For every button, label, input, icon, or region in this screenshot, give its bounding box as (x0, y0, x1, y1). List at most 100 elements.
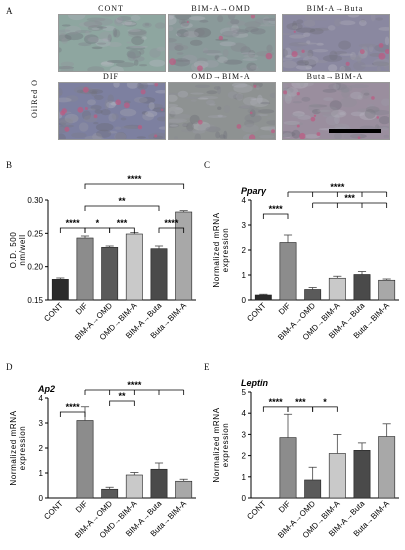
y-tick-label: 3 (39, 419, 44, 428)
y-tick-label: 1 (242, 271, 247, 280)
significance-bracket: **** (84, 380, 185, 395)
bar-0 (254, 294, 272, 301)
panel-a-letter: A (6, 6, 13, 16)
significance-label: ** (118, 391, 126, 401)
y-tick-label: 0.25 (27, 229, 43, 238)
bar-3 (125, 233, 143, 301)
category-label: DIF (74, 301, 90, 317)
significance-label: *** (344, 193, 355, 203)
bar-4 (150, 468, 168, 499)
y-axis-label: Normalized mRNAexpression (9, 410, 27, 485)
chart-title: Ap2 (37, 384, 55, 394)
significance-label: **** (127, 174, 142, 184)
bar-0 (51, 279, 69, 301)
significance-bracket: **** (158, 218, 185, 233)
category-label: CONT (245, 301, 267, 323)
significance-bracket: *** (287, 397, 314, 412)
category-label: DIF (74, 499, 90, 515)
category-label: DIF (277, 301, 293, 317)
chart-e: Leptin Normalized mRNAexpression 0 1 2 3 4 5 CON… (212, 378, 399, 540)
bar-3 (125, 474, 143, 499)
significance-label: **** (330, 182, 345, 192)
significance-bracket: *** (312, 193, 388, 208)
y-tick-label: 2 (242, 246, 247, 255)
panel-b-letter: B (6, 160, 13, 170)
micro-title-2: BIM-A→OMD (191, 4, 251, 13)
bar-5 (175, 480, 193, 499)
significance-bracket: **** (59, 218, 86, 233)
significance-label: *** (117, 218, 128, 228)
panel-e-letter: E (204, 362, 210, 372)
y-tick-label: 3 (242, 221, 247, 230)
bar-1 (76, 420, 94, 499)
y-tick-label: 0.20 (27, 263, 43, 272)
y-tick-label: 0.30 (27, 196, 43, 205)
micrograph-cont (58, 14, 166, 72)
y-tick-label: 1 (39, 469, 44, 478)
chart-title: Pparγ (241, 186, 267, 196)
y-tick-label: 2 (39, 444, 44, 453)
y-axis-label: Normalized mRNAexpression (212, 407, 230, 482)
y-tick-label: 0.15 (27, 296, 43, 305)
significance-label: * (96, 218, 100, 228)
significance-label: **** (66, 218, 81, 228)
bar-4 (150, 248, 168, 301)
micrograph-dif (58, 82, 166, 140)
significance-label: **** (127, 380, 142, 390)
y-tick-label: 4 (39, 394, 44, 403)
bar-2 (101, 488, 119, 499)
panel-d-letter: D (6, 362, 13, 372)
y-tick-label: 2 (242, 452, 247, 461)
chart-d: Ap2 Normalized mRNAexpression 0 1 2 3 4 CONT DIF… (9, 380, 196, 540)
micrograph-buta-bima (282, 82, 390, 140)
micro-title-6: Buta→BIM-A (306, 72, 364, 81)
bar-4 (353, 274, 371, 301)
significance-bracket: * (312, 397, 338, 412)
bar-3 (328, 453, 346, 499)
micrograph-omd-bima (168, 82, 276, 140)
micrograph-bima-omd (168, 14, 276, 72)
y-axis-label: Normalized mRNAexpression (212, 212, 230, 287)
micro-title-5: OMD→BIM-A (191, 72, 251, 81)
bar-2 (304, 289, 322, 301)
significance-label: **** (164, 218, 179, 228)
bar-3 (328, 277, 346, 301)
y-tick-label: 3 (242, 430, 247, 439)
category-label: DIF (277, 499, 293, 515)
significance-bracket: **** (262, 204, 289, 219)
chart-c: Pparγ Normalized mRNAexpression 0 1 2 3 4 CONT D… (212, 182, 399, 342)
y-tick-label: 4 (242, 409, 247, 418)
y-tick-label: 4 (242, 196, 247, 205)
bar-1 (279, 437, 297, 499)
y-tick-label: 5 (242, 388, 247, 397)
significance-label: **** (269, 397, 284, 407)
bar-5 (378, 279, 396, 301)
y-tick-label: 1 (242, 473, 247, 482)
significance-bracket: **** (84, 174, 185, 189)
significance-bracket: **** (59, 402, 86, 417)
micro-title-3: BIM-A→Buta (306, 4, 364, 13)
panel-c-letter: C (204, 160, 211, 170)
y-tick-label: 0 (242, 296, 247, 305)
category-label: CONT (42, 499, 64, 521)
significance-label: **** (66, 402, 81, 412)
y-tick-label: 0 (39, 494, 44, 503)
significance-bracket: **** (262, 397, 289, 412)
significance-bracket: ** (84, 196, 160, 211)
bar-1 (76, 237, 94, 301)
stain-label: OilRed O (30, 79, 39, 118)
category-label: CONT (42, 301, 64, 323)
category-label: CONT (245, 499, 267, 521)
bar-4 (353, 450, 371, 499)
micro-title-4: DIF (103, 72, 119, 81)
y-tick-label: 0 (242, 494, 247, 503)
chart-title: Leptin (241, 378, 268, 388)
significance-bracket: *** (109, 218, 135, 233)
micrograph-bima-buta (282, 14, 390, 72)
significance-label: *** (295, 397, 306, 407)
significance-label: * (323, 397, 327, 407)
bar-1 (279, 242, 297, 301)
bar-5 (378, 436, 396, 499)
significance-bracket: * (84, 218, 111, 233)
